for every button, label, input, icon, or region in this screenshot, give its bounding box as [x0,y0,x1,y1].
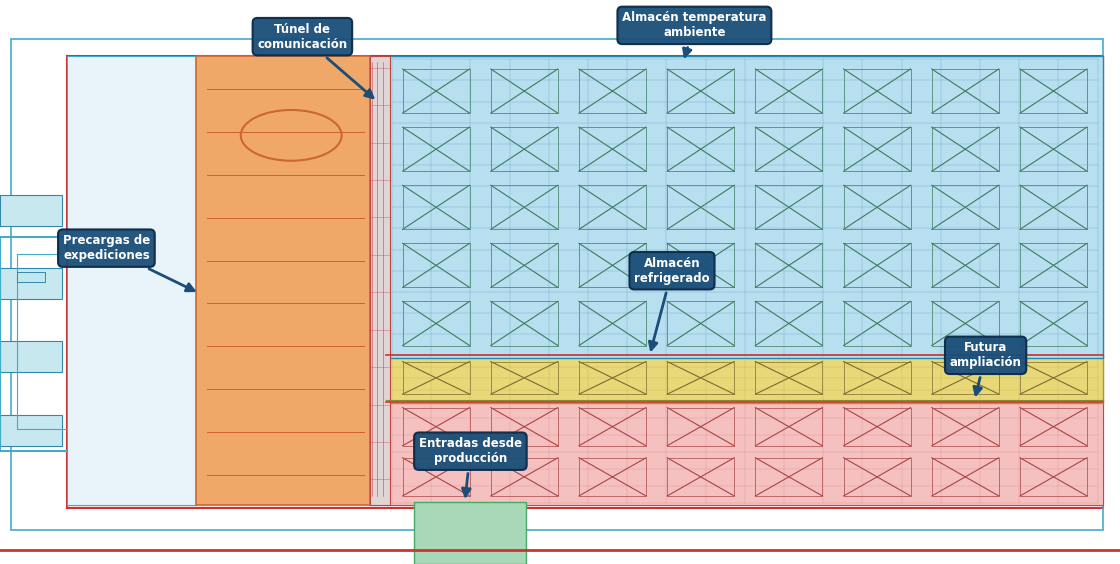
Bar [755,458,822,496]
Bar [843,127,911,171]
Bar [491,362,558,394]
Bar [579,243,646,288]
Bar [579,185,646,230]
Bar [0,195,62,226]
Bar [402,69,469,113]
Bar [932,185,999,230]
Text: Túnel de
comunicación: Túnel de comunicación [258,23,373,98]
Bar [579,458,646,496]
Bar [491,458,558,496]
Bar [1020,127,1088,171]
Bar [491,408,558,446]
Text: Almacén
refrigerado: Almacén refrigerado [634,257,710,350]
Bar [491,69,558,113]
Bar [0,341,62,372]
Bar [755,69,822,113]
Bar [932,69,999,113]
Bar [1020,301,1088,346]
Bar [402,127,469,171]
Bar [755,185,822,230]
Bar [843,243,911,288]
Bar [755,362,822,394]
Bar [1020,185,1088,230]
Bar [843,408,911,446]
Bar [0,268,62,299]
Text: Futura
ampliación: Futura ampliación [950,341,1021,395]
Bar [668,301,735,346]
Bar [402,185,469,230]
Bar [843,362,911,394]
Bar [402,362,469,394]
Bar [386,355,1103,403]
Bar [668,127,735,171]
Bar [579,301,646,346]
Bar [491,127,558,171]
Bar [402,243,469,288]
Bar [402,458,469,496]
Bar [1020,458,1088,496]
Bar [491,185,558,230]
Bar [1020,408,1088,446]
Bar [402,301,469,346]
Bar [843,301,911,346]
Bar [932,458,999,496]
Bar [579,362,646,394]
Bar [668,243,735,288]
Text: Almacén temperatura
ambiente: Almacén temperatura ambiente [622,11,767,56]
Bar [668,185,735,230]
Bar [414,502,526,564]
Bar [1020,69,1088,113]
Bar [402,408,469,446]
Bar [932,127,999,171]
Bar [67,56,196,505]
Bar [196,56,370,505]
Bar [755,408,822,446]
Bar [932,362,999,394]
Bar [755,127,822,171]
Bar [932,243,999,288]
Bar [668,362,735,394]
Bar [755,243,822,288]
Bar [668,458,735,496]
Bar [579,127,646,171]
Bar [755,301,822,346]
Bar [579,69,646,113]
Bar [386,56,1103,358]
Bar [1020,362,1088,394]
Bar [17,272,45,282]
Bar [491,301,558,346]
Bar [67,56,1103,508]
Text: Precargas de
expediciones: Precargas de expediciones [63,234,194,291]
Bar [370,56,390,505]
Bar [579,408,646,446]
Bar [843,69,911,113]
Bar [668,69,735,113]
Bar [0,415,62,446]
Bar [1020,243,1088,288]
Bar [932,408,999,446]
Bar [932,301,999,346]
Bar [11,39,1103,530]
Bar [843,458,911,496]
Bar [491,243,558,288]
Bar [386,400,1103,505]
Bar [843,185,911,230]
Bar [668,408,735,446]
Text: Entradas desde
producción: Entradas desde producción [419,437,522,496]
